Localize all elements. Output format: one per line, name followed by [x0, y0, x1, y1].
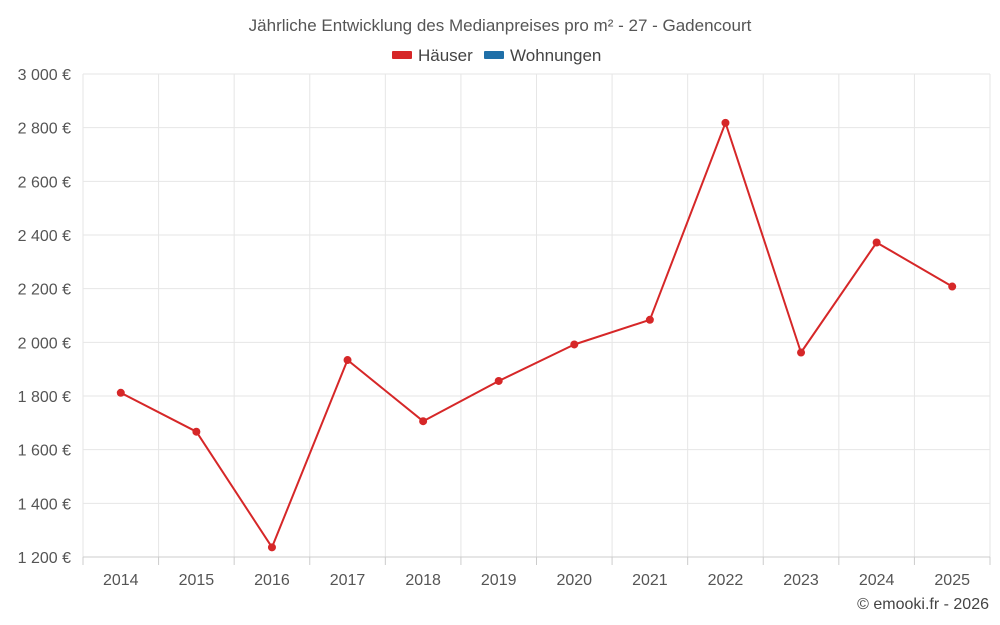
x-tick-label: 2025: [934, 572, 970, 589]
data-point[interactable]: [494, 376, 503, 385]
y-tick-label: 1 800 €: [18, 389, 71, 406]
y-tick-label: 1 600 €: [18, 443, 71, 460]
data-point[interactable]: [570, 340, 579, 349]
x-tick-label: 2014: [103, 572, 139, 589]
y-axis: 1 200 € 1 400 € 1 600 € 1 800 € 2 000 € 2 200…: [18, 67, 71, 567]
x-tick-label: 2021: [632, 572, 668, 589]
data-point[interactable]: [192, 427, 201, 436]
series-haeuser: [116, 118, 957, 552]
data-point[interactable]: [343, 356, 352, 365]
data-point[interactable]: [645, 315, 654, 324]
x-tick-label: 2022: [708, 572, 744, 589]
y-tick-label: 1 200 €: [18, 550, 71, 567]
legend-swatch-wohnungen: [484, 51, 504, 59]
y-tick-label: 2 200 €: [18, 282, 71, 299]
series-line: [120, 121, 953, 549]
legend-label-haeuser: Häuser: [418, 46, 473, 65]
x-tick-label: 2017: [330, 572, 366, 589]
credit-text: © emooki.fr - 2026: [857, 596, 989, 613]
data-point[interactable]: [267, 543, 276, 552]
y-tick-label: 3 000 €: [18, 67, 71, 84]
data-point[interactable]: [116, 388, 125, 397]
x-tick-label: 2024: [859, 572, 895, 589]
data-point[interactable]: [797, 348, 806, 357]
grid: [82, 73, 991, 557]
legend: Häuser Wohnungen: [392, 46, 601, 65]
legend-item-haeuser[interactable]: Häuser: [392, 46, 473, 65]
data-point[interactable]: [721, 118, 730, 127]
legend-label-wohnungen: Wohnungen: [510, 46, 601, 65]
data-point[interactable]: [948, 282, 957, 291]
x-tick-label: 2020: [556, 572, 592, 589]
legend-swatch-haeuser: [392, 51, 412, 59]
y-tick-label: 2 600 €: [18, 174, 71, 191]
legend-item-wohnungen[interactable]: Wohnungen: [484, 46, 601, 65]
y-tick-label: 2 000 €: [18, 335, 71, 352]
chart-title: Jährliche Entwicklung des Medianpreises …: [249, 16, 752, 35]
x-tick-label: 2018: [405, 572, 441, 589]
y-tick-label: 2 800 €: [18, 121, 71, 138]
data-point[interactable]: [419, 417, 428, 426]
x-tick-label: 2015: [179, 572, 215, 589]
x-axis: 2014 2015 2016 2017 2018 2019 2020 2021 2022 2023…: [82, 556, 991, 589]
data-point[interactable]: [872, 238, 881, 247]
y-tick-label: 1 400 €: [18, 496, 71, 513]
x-tick-label: 2023: [783, 572, 819, 589]
x-tick-label: 2016: [254, 572, 290, 589]
x-tick-label: 2019: [481, 572, 517, 589]
y-tick-label: 2 400 €: [18, 228, 71, 245]
